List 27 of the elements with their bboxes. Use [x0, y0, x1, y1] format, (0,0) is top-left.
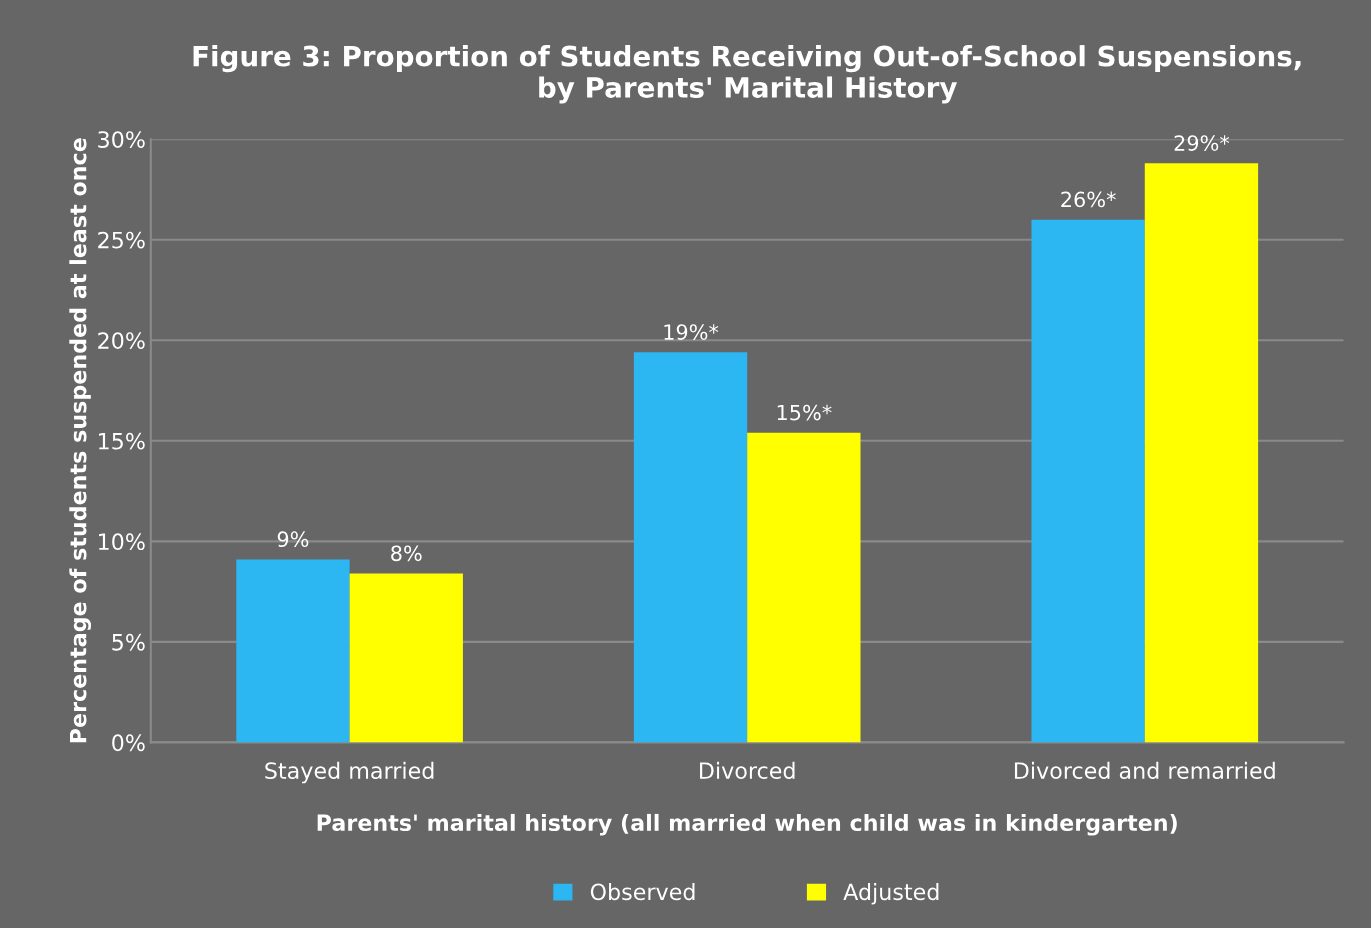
data-label: 19%* — [664, 324, 719, 340]
y-tick-label: 25% — [98, 231, 145, 249]
y-tick-label: 0% — [112, 734, 145, 752]
bar — [349, 573, 463, 743]
legend-label: Observed — [590, 883, 695, 901]
x-axis-title: Parents' marital history (all married when child was in kindergarten) — [317, 813, 1177, 836]
x-tick-label: Divorced — [700, 761, 795, 780]
data-label: 29%* — [1174, 135, 1230, 151]
data-label: 26%* — [1061, 191, 1116, 208]
x-tick-label: Divorced and remarried — [1014, 761, 1275, 780]
bar — [1031, 219, 1145, 743]
data-label: 8% — [391, 545, 422, 562]
data-label: 15%* — [777, 404, 832, 421]
y-tick-label: 20% — [98, 332, 145, 350]
data-label: 9% — [277, 531, 309, 548]
y-axis-title: Percentage of students suspended at least once — [69, 138, 91, 743]
y-tick-label: 15% — [99, 432, 145, 450]
chart-title: Figure 3: Proportion of Students Receiving Out-of-School Suspensions, by Parents' Marital History — [193, 45, 1301, 104]
x-tick-label: Stayed married — [265, 761, 434, 784]
bar — [236, 559, 350, 743]
y-tick-label: 10% — [99, 533, 145, 551]
bar — [747, 432, 861, 743]
y-tick-label: 30% — [98, 131, 145, 148]
y-tick-label: 5% — [112, 633, 145, 651]
bar — [1144, 163, 1259, 743]
bar — [633, 352, 748, 743]
legend-label: Adjusted — [843, 883, 939, 905]
